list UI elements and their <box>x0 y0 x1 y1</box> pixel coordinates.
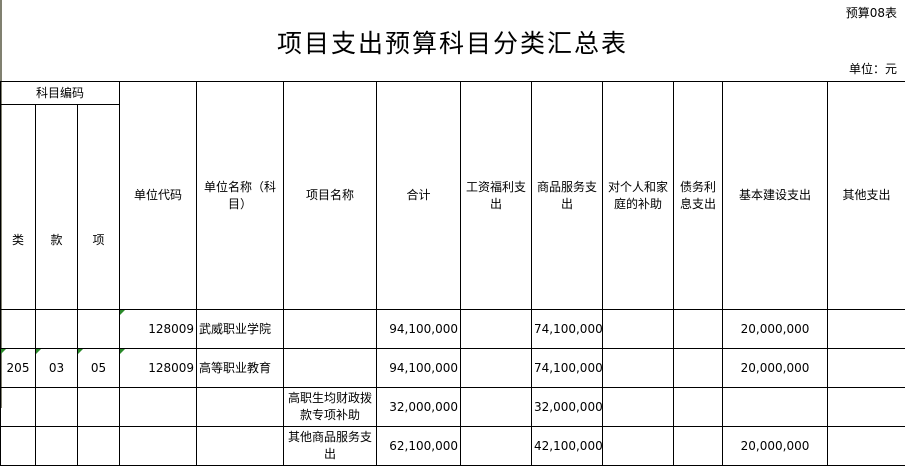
cell-wages[interactable] <box>461 310 532 349</box>
page-title: 项目支出预算科目分类汇总表 <box>0 24 905 60</box>
cell-debt[interactable] <box>674 310 723 349</box>
cell-unit-name[interactable]: 武威职业学院 <box>197 310 284 349</box>
cell-kuan[interactable] <box>36 427 78 466</box>
cell-kuan[interactable] <box>36 388 78 427</box>
header-lei[interactable]: 类 <box>1 105 36 310</box>
header-unit-name[interactable]: 单位名称（科目） <box>197 82 284 310</box>
cell-wages[interactable] <box>461 388 532 427</box>
header-subject-code[interactable]: 科目编码 <box>1 82 120 105</box>
cell-subsidy[interactable] <box>603 349 674 388</box>
cell-construction[interactable]: 20,000,000 <box>723 349 828 388</box>
cell-wages[interactable] <box>461 349 532 388</box>
budget-table: 科目编码 单位代码 单位名称（科目） 项目名称 合计 工资福利支出 商品服务支出… <box>0 81 905 466</box>
header-kuan[interactable]: 款 <box>36 105 78 310</box>
cell-xiang[interactable] <box>78 427 120 466</box>
cell-subsidy[interactable] <box>603 310 674 349</box>
cell-unit-name[interactable] <box>197 427 284 466</box>
cell-goods[interactable]: 32,000,000 <box>532 388 603 427</box>
header-total[interactable]: 合计 <box>377 82 461 310</box>
cell-subsidy[interactable] <box>603 388 674 427</box>
cell-project-name[interactable] <box>284 310 377 349</box>
cell-unit-name[interactable] <box>197 388 284 427</box>
cell-kuan[interactable]: 03 <box>36 349 78 388</box>
cell-subsidy[interactable] <box>603 427 674 466</box>
cell-total[interactable]: 94,100,000 <box>377 310 461 349</box>
cell-unit-code[interactable] <box>120 388 197 427</box>
cell-construction[interactable]: 20,000,000 <box>723 310 828 349</box>
sheet-number: 预算08表 <box>846 4 897 21</box>
header-unit-code[interactable]: 单位代码 <box>120 82 197 310</box>
cell-lei[interactable] <box>1 388 36 427</box>
cell-total[interactable]: 94,100,000 <box>377 349 461 388</box>
cell-other[interactable] <box>828 388 905 427</box>
cell-unit-name[interactable]: 高等职业教育 <box>197 349 284 388</box>
cell-debt[interactable] <box>674 427 723 466</box>
cell-debt[interactable] <box>674 388 723 427</box>
header-debt[interactable]: 债务利息支出 <box>674 82 723 310</box>
cell-kuan[interactable] <box>36 310 78 349</box>
cell-unit-code[interactable]: 128009 <box>120 310 197 349</box>
cell-lei[interactable]: 205 <box>1 349 36 388</box>
header-project-name[interactable]: 项目名称 <box>284 82 377 310</box>
cell-construction[interactable]: 20,000,000 <box>723 427 828 466</box>
header-subsidy[interactable]: 对个人和家庭的补助 <box>603 82 674 310</box>
cell-lei[interactable] <box>1 427 36 466</box>
header-xiang[interactable]: 项 <box>78 105 120 310</box>
header-wages[interactable]: 工资福利支出 <box>461 82 532 310</box>
cell-debt[interactable] <box>674 349 723 388</box>
cell-total[interactable]: 62,100,000 <box>377 427 461 466</box>
cell-project-name[interactable]: 其他商品服务支出 <box>284 427 377 466</box>
unit-label: 单位：元 <box>849 60 897 77</box>
cell-total[interactable]: 32,000,000 <box>377 388 461 427</box>
cell-unit-code[interactable] <box>120 427 197 466</box>
cell-other[interactable] <box>828 427 905 466</box>
cell-wages[interactable] <box>461 427 532 466</box>
cell-other[interactable] <box>828 349 905 388</box>
cell-goods[interactable]: 74,100,000 <box>532 349 603 388</box>
cell-lei[interactable] <box>1 310 36 349</box>
header-other[interactable]: 其他支出 <box>828 82 905 310</box>
cell-construction[interactable] <box>723 388 828 427</box>
cell-xiang[interactable]: 05 <box>78 349 120 388</box>
cell-project-name[interactable]: 高职生均财政拨款专项补助 <box>284 388 377 427</box>
cell-goods[interactable]: 42,100,000 <box>532 427 603 466</box>
cell-unit-code[interactable]: 128009 <box>120 349 197 388</box>
cell-xiang[interactable] <box>78 310 120 349</box>
cell-other[interactable] <box>828 310 905 349</box>
cell-goods[interactable]: 74,100,000 <box>532 310 603 349</box>
cell-xiang[interactable] <box>78 388 120 427</box>
header-goods[interactable]: 商品服务支出 <box>532 82 603 310</box>
header-construction[interactable]: 基本建设支出 <box>723 82 828 310</box>
cell-project-name[interactable] <box>284 349 377 388</box>
